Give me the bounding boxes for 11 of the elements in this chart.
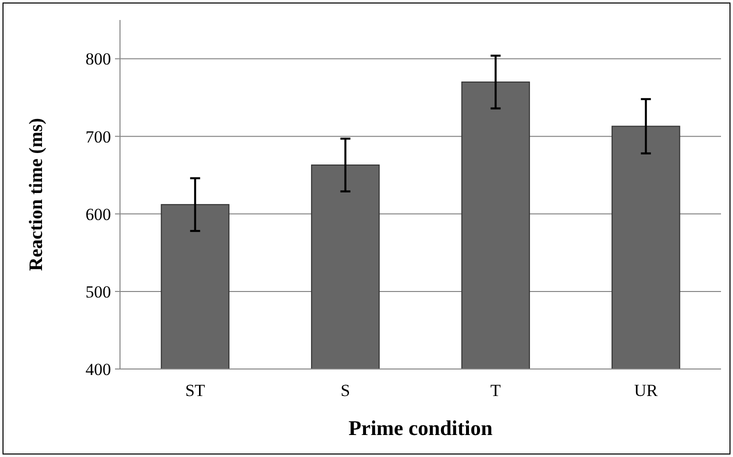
y-tick-label: 700 [86,127,111,146]
x-axis-title: Prime condition [348,416,493,440]
x-tick-label: S [340,381,350,400]
x-tick-label: UR [634,381,658,400]
y-tick-label: 500 [86,282,111,302]
y-tick-label: 800 [86,50,111,69]
y-tick-label: 600 [86,204,111,224]
y-tick-label: 400 [86,360,111,379]
y-axis-title: Reaction time (ms) [26,118,47,272]
x-tick-label: T [490,381,502,400]
x-tick-label: ST [185,381,206,400]
